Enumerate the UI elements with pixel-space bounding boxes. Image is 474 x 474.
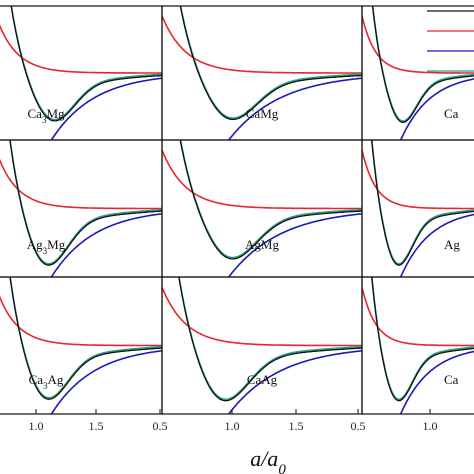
series-line-black: [371, 277, 474, 402]
panel-label: Ca: [444, 372, 459, 387]
panel-label: Ag: [444, 237, 460, 252]
panel-6: Ag: [361, 139, 474, 278]
series-line-black: [9, 140, 162, 266]
panel-label: AgMg: [245, 237, 279, 252]
series-line-blue: [50, 77, 162, 140]
series-line-black: [371, 140, 474, 266]
series-line-blue: [399, 213, 474, 277]
series-line-red: [0, 158, 162, 210]
panel-label: Ag3Mg: [27, 237, 66, 256]
series-line-teal: [370, 140, 474, 265]
series-line-blue: [399, 78, 474, 140]
panel-frame: [361, 276, 474, 415]
panel-label: CaMg: [246, 106, 279, 121]
series-line-red: [0, 24, 162, 74]
series-line-black: [179, 140, 362, 260]
x-tick-label: 0.5: [153, 419, 168, 433]
panel-label: Ca: [444, 106, 459, 121]
series-line-red: [162, 15, 362, 74]
series-line-black: [10, 6, 162, 122]
series-line-blue: [50, 350, 162, 414]
series-line-red: [162, 149, 362, 210]
series-line-blue: [227, 350, 362, 414]
series-line-teal: [371, 6, 474, 122]
panel-label: CaAg: [247, 372, 278, 387]
series-line-black: [179, 6, 362, 121]
x-axis-ticks: 1.0 1.5 0.5 1.0 1.5 0.5 1.0: [29, 409, 438, 433]
x-tick-label: 1.0: [423, 419, 438, 433]
panel-5: AgMg: [161, 139, 363, 278]
series-line-red: [362, 287, 474, 347]
series-line-blue: [227, 77, 362, 140]
x-tick-label: 1.5: [289, 419, 304, 433]
panel-label: Ca3Mg: [27, 106, 65, 125]
panel-7: Ca3Ag: [0, 276, 163, 415]
series-line-red: [362, 15, 474, 74]
x-tick-label: 1.0: [225, 419, 240, 433]
series-line-teal: [9, 140, 162, 265]
series-line-blue: [227, 213, 362, 277]
series-line-blue: [399, 350, 474, 414]
panel-label: Ca3Ag: [29, 372, 64, 391]
legend: [427, 10, 474, 72]
series-line-teal: [371, 277, 474, 401]
series-line-black: [9, 277, 162, 400]
panel-3: Ca: [361, 5, 474, 141]
panel-2: CaMg: [161, 5, 363, 141]
series-line-red: [162, 286, 362, 347]
x-tick-label: 0.5: [351, 419, 366, 433]
x-axis-title: a/a0: [250, 446, 286, 474]
panel-9: Ca: [361, 276, 474, 415]
panel-1: Ca3Mg: [0, 5, 163, 141]
series-line-black: [178, 277, 362, 402]
series-line-blue: [50, 213, 162, 277]
series-line-red: [0, 295, 162, 347]
series-line-red: [362, 150, 474, 210]
series-line-black: [371, 6, 474, 123]
x-tick-label: 1.0: [29, 419, 44, 433]
series-line-teal: [179, 140, 362, 259]
x-tick-label: 1.5: [89, 419, 104, 433]
